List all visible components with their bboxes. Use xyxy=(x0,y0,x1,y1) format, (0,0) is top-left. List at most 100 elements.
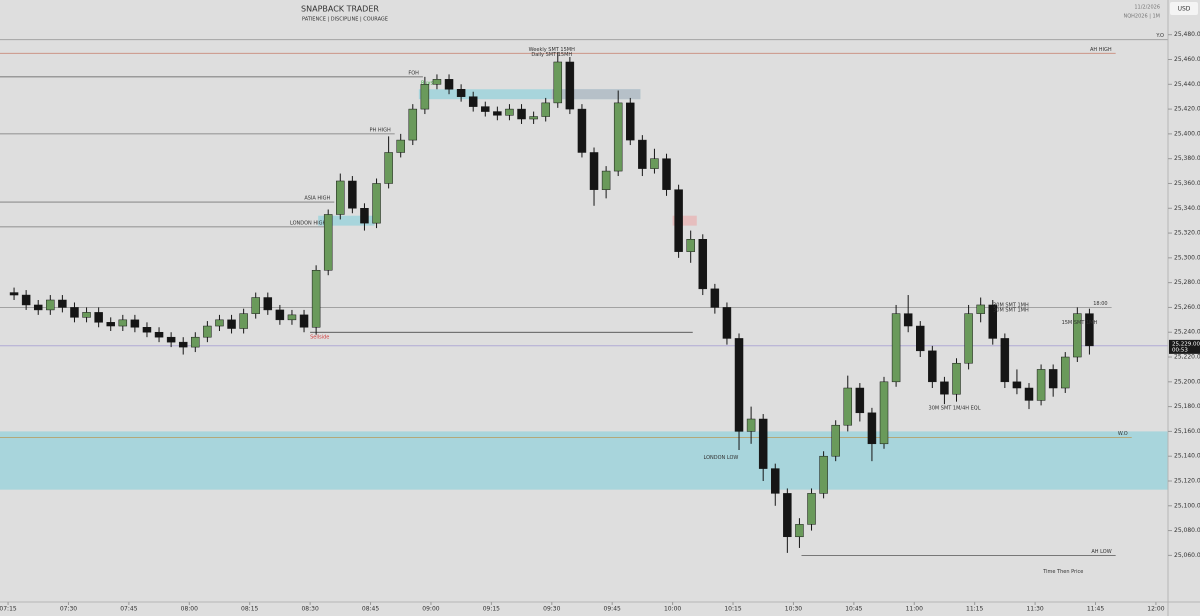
zone xyxy=(551,89,641,100)
zone xyxy=(418,89,641,100)
x-tick-label: 11:00 xyxy=(906,606,923,613)
zone xyxy=(672,215,697,226)
candle-body xyxy=(130,319,140,328)
y-tick-label: 25,140.00 xyxy=(1174,453,1200,460)
sellside-label: Sellside xyxy=(310,335,329,341)
x-tick-label: 07:30 xyxy=(60,606,77,613)
candle-body xyxy=(541,102,550,117)
candle-body xyxy=(1061,356,1070,389)
x-tick-label: 09:30 xyxy=(543,606,560,613)
candle-body xyxy=(384,152,393,184)
candle-body xyxy=(771,468,780,494)
x-tick-label: 12:00 xyxy=(1147,606,1164,613)
candle-body xyxy=(360,208,369,224)
y-tick-label: 25,200.00 xyxy=(1174,378,1200,385)
candle-body xyxy=(746,418,756,432)
x-tick-label: 10:30 xyxy=(785,606,802,613)
candle-body xyxy=(928,350,937,383)
y-tick-label: 25,480.00 xyxy=(1174,31,1200,38)
candle-body xyxy=(1000,338,1010,383)
y-tick-label: 25,160.00 xyxy=(1174,428,1200,435)
y-tick-label: 25,300.00 xyxy=(1174,254,1200,261)
candle-body xyxy=(964,313,973,364)
candle-body xyxy=(372,183,381,224)
y-tick-label: 25,380.00 xyxy=(1174,155,1200,162)
candle-body xyxy=(577,108,587,153)
candle-body xyxy=(251,297,260,314)
candle-body xyxy=(698,239,708,290)
candle-body xyxy=(444,79,454,90)
candle-body xyxy=(1024,387,1034,401)
candle-body xyxy=(396,139,405,153)
candle-body xyxy=(348,180,357,209)
candle-body xyxy=(1012,381,1022,389)
annotation: 30M SMT 1MH xyxy=(993,307,1029,313)
candle-body xyxy=(106,322,115,327)
candle-body xyxy=(9,292,19,296)
x-tick-label: 08:00 xyxy=(181,606,198,613)
candle-body xyxy=(686,239,695,252)
candle-body xyxy=(46,299,55,311)
y-tick-label: 25,120.00 xyxy=(1174,477,1200,484)
candle-body xyxy=(710,288,720,308)
candle-body xyxy=(178,341,188,348)
x-tick-label: 10:45 xyxy=(845,606,862,613)
candle-body xyxy=(94,312,103,323)
x-tick-label: 08:15 xyxy=(241,606,258,613)
x-tick-label: 09:00 xyxy=(422,606,439,613)
candle-body xyxy=(976,304,985,314)
candle-body xyxy=(940,381,949,395)
x-tick-label: 08:45 xyxy=(362,606,379,613)
candle-body xyxy=(191,336,200,348)
x-tick-label: 10:15 xyxy=(724,606,741,613)
candle-body xyxy=(323,214,333,271)
candle-body xyxy=(638,139,647,169)
candle-body xyxy=(650,158,659,169)
candle-body xyxy=(867,412,877,445)
symbol: NQH2026 | 1M xyxy=(1123,14,1160,20)
zone xyxy=(0,431,1168,490)
candle-body xyxy=(21,294,31,306)
x-tick-label: 07:15 xyxy=(0,606,17,613)
candle-body xyxy=(626,102,635,141)
y-tick-label: 25,340.00 xyxy=(1174,205,1200,212)
candle-body xyxy=(831,424,840,457)
level-label: AH HIGH xyxy=(1090,47,1112,53)
y-tick-label: 25,180.00 xyxy=(1174,403,1200,410)
candle-body xyxy=(601,170,611,190)
level-label: LONDON HIGH xyxy=(290,220,327,226)
candle-body xyxy=(952,362,961,395)
level-label: AH LOW xyxy=(1091,549,1111,555)
x-tick-label: 10:00 xyxy=(664,606,681,613)
y-tick-label: 25,280.00 xyxy=(1174,279,1200,286)
y-tick-label: 25,260.00 xyxy=(1174,304,1200,311)
candle-body xyxy=(215,319,224,327)
candle-body xyxy=(432,79,442,85)
level-label: Y.O xyxy=(1155,33,1164,39)
x-tick-label: 08:30 xyxy=(301,606,318,613)
candle-body xyxy=(118,319,128,327)
y-tick-label: 25,360.00 xyxy=(1174,180,1200,187)
candle-body xyxy=(227,319,236,329)
currency-button[interactable] xyxy=(1170,2,1198,15)
candle-body xyxy=(903,313,913,327)
candle-body xyxy=(263,297,273,311)
annotation: 30M SMT 1M/4H EQL xyxy=(929,405,981,411)
currency[interactable]: USD xyxy=(1178,6,1191,13)
annotation: 15M SMT 1MH xyxy=(1062,320,1098,326)
plot-area: Y.O AH HIGH FOH PH HIGH ASIA HIGH LONDON HIGH… xyxy=(0,33,1168,575)
candle-body xyxy=(1085,313,1094,347)
candle-body xyxy=(481,106,490,112)
candle-body xyxy=(722,307,732,339)
level-label: 18:00 xyxy=(1093,301,1107,307)
candle-body xyxy=(758,418,768,469)
candle-body xyxy=(674,189,683,252)
candle-body xyxy=(1036,369,1046,401)
candle-body xyxy=(734,338,744,432)
candle-body xyxy=(819,455,828,494)
candle-body xyxy=(468,96,478,107)
y-tick-label: 25,080.00 xyxy=(1174,527,1200,534)
last-price-label: 25,229.00 xyxy=(1172,341,1200,347)
